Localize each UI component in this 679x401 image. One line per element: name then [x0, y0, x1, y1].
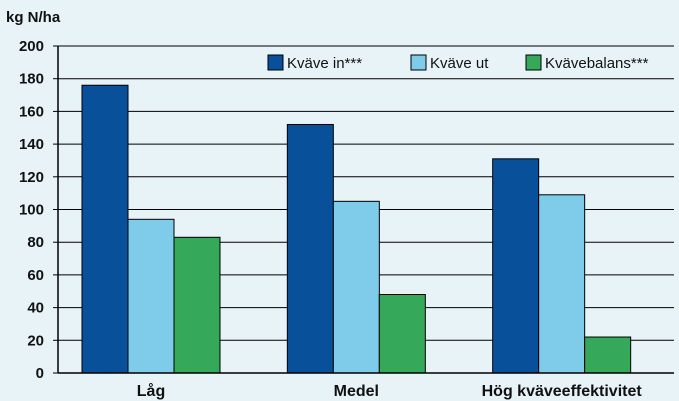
bar [492, 158, 540, 374]
y-tick-label: 140 [19, 136, 44, 153]
x-category-label: Hög kväveeffektivitet [482, 383, 643, 400]
bar [286, 123, 334, 374]
legend-label: Kväve ut [430, 55, 489, 72]
y-tick-label: 40 [27, 300, 44, 317]
legend: Kväve in*** Kväve ut Kvävebalans*** [267, 54, 649, 72]
bar [173, 236, 221, 374]
y-tick-label: 0 [36, 365, 44, 382]
y-axis-unit-label: kg N/ha [6, 9, 61, 26]
x-category-label: Medel [334, 383, 379, 400]
legend-swatch [525, 54, 542, 71]
y-tick-label: 120 [19, 169, 44, 186]
bar [538, 194, 586, 374]
x-category-label: Låg [137, 382, 165, 400]
y-tick-label: 20 [27, 332, 44, 349]
y-axis-ticks: 0 20 40 60 80 100 120 140 160 180 200 [19, 38, 58, 382]
legend-swatch [267, 54, 284, 71]
bars [81, 84, 632, 374]
bar [332, 200, 380, 374]
bar [378, 294, 426, 374]
legend-label: Kväve in*** [287, 55, 362, 72]
y-tick-label: 160 [19, 103, 44, 120]
y-tick-label: 200 [19, 38, 44, 55]
bar [127, 218, 175, 374]
bar [81, 84, 129, 374]
axes [57, 46, 674, 374]
x-axis-labels: Låg Medel Hög kväveeffektivitet [137, 382, 643, 400]
y-tick-label: 60 [27, 267, 44, 284]
y-tick-label: 100 [19, 202, 44, 219]
y-tick-label: 180 [19, 71, 44, 88]
legend-label: Kvävebalans*** [545, 55, 649, 72]
y-tick-label: 80 [27, 234, 44, 251]
legend-swatch [410, 54, 427, 71]
bar [584, 336, 632, 374]
